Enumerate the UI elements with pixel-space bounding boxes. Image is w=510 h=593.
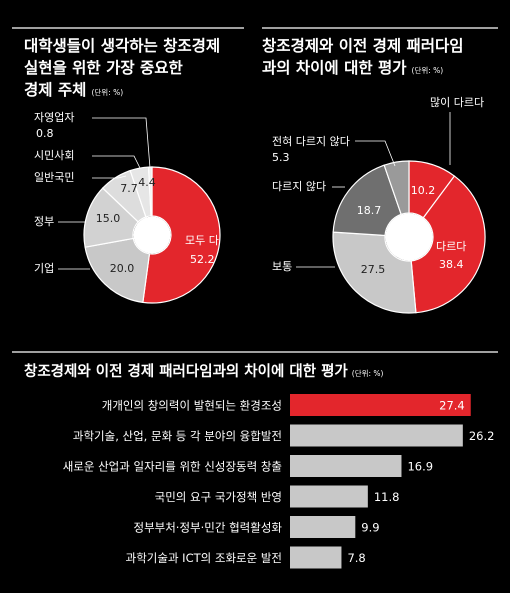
donut1-slice-2 — [83, 187, 140, 248]
chart1-title-line-3: 경제 주체 (단위: %) — [24, 81, 123, 99]
slice-value-not-different: 18.7 — [357, 204, 382, 217]
slice-value-civil-society: 4.4 — [138, 176, 156, 189]
chart3-title-text: 창조경제와 이전 경제 패러다임과의 차이에 대한 평가 — [24, 362, 348, 380]
bar-5 — [290, 546, 342, 569]
bar-category-label-1: 과학기술, 산업, 문화 등 각 분야의 융합발전 — [73, 429, 282, 443]
donut2-center-hole — [385, 213, 433, 261]
bar-value-label-2: 16.9 — [407, 460, 433, 474]
slice-value-all: 52.2 — [190, 253, 215, 266]
leader-self-employed — [92, 117, 151, 169]
chart2-title-line-1: 창조경제와 이전 경제 패러다임 — [262, 36, 464, 55]
bar-0 — [290, 394, 471, 416]
bar-chart-evaluation: 개개인의 창의력이 발현되는 환경조성 27.4 과학기술, 산업, 문화 등 각 … — [63, 394, 495, 569]
bar-1 — [290, 424, 463, 447]
slice-value-government: 15.0 — [96, 212, 121, 225]
leader-civil-society — [92, 155, 141, 169]
donut-chart-economic-actors: 모두 다 52.2 20.0 15.0 7.7 4.4 기업 정부 일반국민 시민사회 자영업자 0.… — [34, 111, 221, 304]
bar-value-label-3: 11.8 — [374, 490, 400, 504]
leader-not-at-all-different — [355, 140, 396, 167]
donut1-slice-0 — [142, 166, 221, 304]
bar-category-label-2: 새로운 산업과 일자리를 위한 신성장동력 창출 — [63, 460, 282, 474]
donut2-slice-2 — [332, 231, 417, 314]
chart2-unit-note: (단위: %) — [412, 65, 444, 75]
bar-category-label-4: 정부부처·정부·민간 협력활성화 — [133, 521, 282, 535]
bar-4 — [290, 516, 356, 538]
slice-label-government: 정부 — [34, 215, 54, 228]
slice-label-all: 모두 다 — [185, 234, 219, 247]
slice-label-very-different: 많이 다르다 — [430, 96, 484, 109]
slice-label-not-different: 다르지 않다 — [272, 180, 326, 193]
donut2-slice-1 — [410, 175, 486, 314]
chart1-unit-note: (단위: %) — [91, 87, 123, 97]
donut2-slice-3 — [332, 164, 402, 237]
bar-value-label-0: 27.4 — [439, 399, 465, 413]
slice-label-average: 보통 — [272, 260, 292, 273]
bar-value-label-1: 26.2 — [469, 429, 495, 443]
slice-label-not-at-all-different: 전혀 다르지 않다 — [272, 135, 350, 148]
slice-value-not-at-all-different: 5.3 — [272, 151, 290, 164]
bar-category-label-3: 국민의 요구 국가정책 반영 — [155, 490, 282, 504]
chart2-title-line-2: 과의 차이에 대한 평가 (단위: %) — [262, 58, 443, 77]
bar-category-label-0: 개개인의 창의력이 발현되는 환경조성 — [102, 399, 282, 413]
donut1-slice-1 — [84, 237, 151, 304]
chart3-title: 창조경제와 이전 경제 패러다임과의 차이에 대한 평가 (단위: %) — [24, 362, 384, 380]
bar-3 — [290, 485, 368, 508]
bar-value-label-5: 7.8 — [347, 551, 365, 565]
chart1-title-line-3-text: 경제 주체 — [24, 81, 86, 99]
slice-value-average: 27.5 — [361, 263, 386, 276]
slice-label-civil-society: 시민사회 — [34, 149, 74, 162]
donut1-center-hole — [133, 216, 171, 254]
chart3-unit-note: (단위: %) — [352, 368, 384, 378]
chart1-title-line-1: 대학생들이 생각하는 창조경제 — [24, 36, 220, 55]
slice-value-citizens: 7.7 — [120, 182, 138, 195]
slice-value-business: 20.0 — [110, 262, 135, 275]
slice-label-business: 기업 — [34, 262, 54, 275]
slice-value-different: 38.4 — [439, 258, 464, 271]
slice-value-self-employed: 0.8 — [36, 127, 54, 140]
leader-citizens — [92, 175, 127, 179]
chart2-title-line-2-text: 과의 차이에 대한 평가 — [262, 58, 407, 77]
donut2-slice-4 — [383, 160, 410, 216]
bar-value-label-4: 9.9 — [361, 521, 379, 535]
slice-label-citizens: 일반국민 — [34, 170, 74, 184]
slice-label-self-employed: 자영업자 — [34, 111, 74, 124]
chart2-title: 창조경제와 이전 경제 패러다임 과의 차이에 대한 평가 (단위: %) — [262, 36, 464, 77]
bar-category-label-5: 과학기술과 ICT의 조화로운 발전 — [126, 551, 282, 565]
slice-label-different: 다르다 — [436, 240, 466, 253]
bar-2 — [290, 455, 402, 477]
chart1-title-line-2: 실현을 위한 가장 중요한 — [24, 58, 184, 77]
slice-value-very-different: 10.2 — [411, 184, 436, 197]
chart1-title: 대학생들이 생각하는 창조경제 실현을 위한 가장 중요한 경제 주체 (단위: … — [24, 36, 220, 99]
